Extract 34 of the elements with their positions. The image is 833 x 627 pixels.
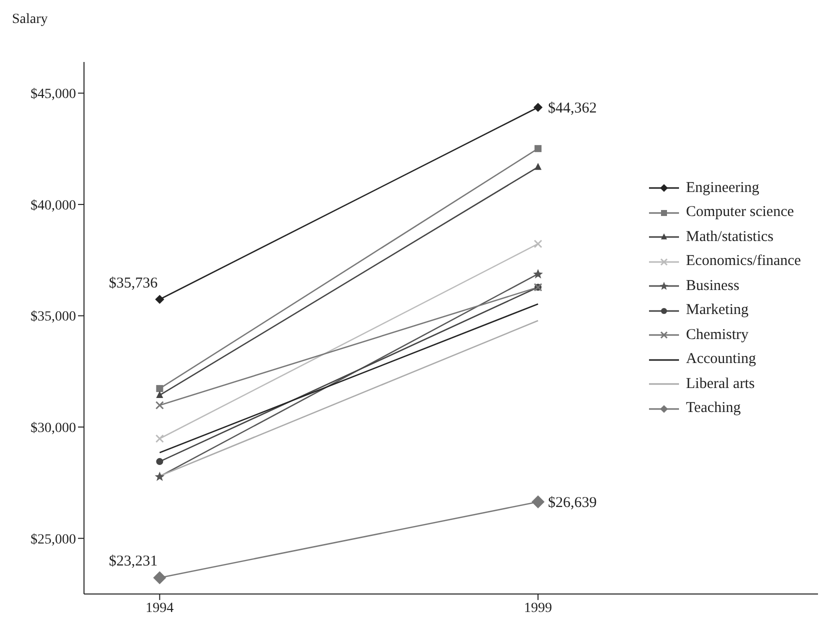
legend-label: Chemistry (686, 326, 748, 344)
legend-label: Computer science (686, 204, 794, 222)
point (156, 385, 164, 392)
y-tick-label: $25,000 (30, 532, 76, 548)
point (533, 102, 543, 112)
data-label: $35,736 (108, 275, 158, 292)
legend-label: Economics/finance (686, 253, 801, 270)
point (155, 294, 164, 304)
legend-label: Accounting (686, 351, 756, 368)
y-axis-title: Salary (12, 12, 48, 28)
x-tick-label: 1994 (146, 600, 174, 616)
point (156, 458, 164, 466)
legend-label: Teaching (686, 400, 741, 418)
point (154, 472, 165, 482)
legend-label: Engineering (686, 180, 760, 197)
y-tick-label: $30,000 (30, 421, 76, 436)
data-label: $23,231 (108, 554, 158, 570)
legend-label: Marketing (686, 302, 748, 320)
point (534, 145, 542, 152)
legend-label: Math/statistics (686, 228, 774, 246)
y-tick-label: $35,000 (30, 310, 76, 325)
point (534, 240, 542, 248)
point (532, 495, 545, 508)
y-tick-label: $45,000 (30, 87, 76, 102)
legend-label: Liberal arts (686, 376, 755, 393)
point (155, 400, 164, 410)
legend-label: Business (686, 278, 740, 295)
data-label: $44,362 (548, 100, 597, 116)
point (533, 269, 543, 278)
y-tick-label: $40,000 (30, 198, 76, 214)
x-tick-label: 1999 (524, 600, 552, 616)
point (155, 434, 164, 443)
point (153, 571, 166, 584)
data-label: $26,639 (548, 494, 597, 511)
